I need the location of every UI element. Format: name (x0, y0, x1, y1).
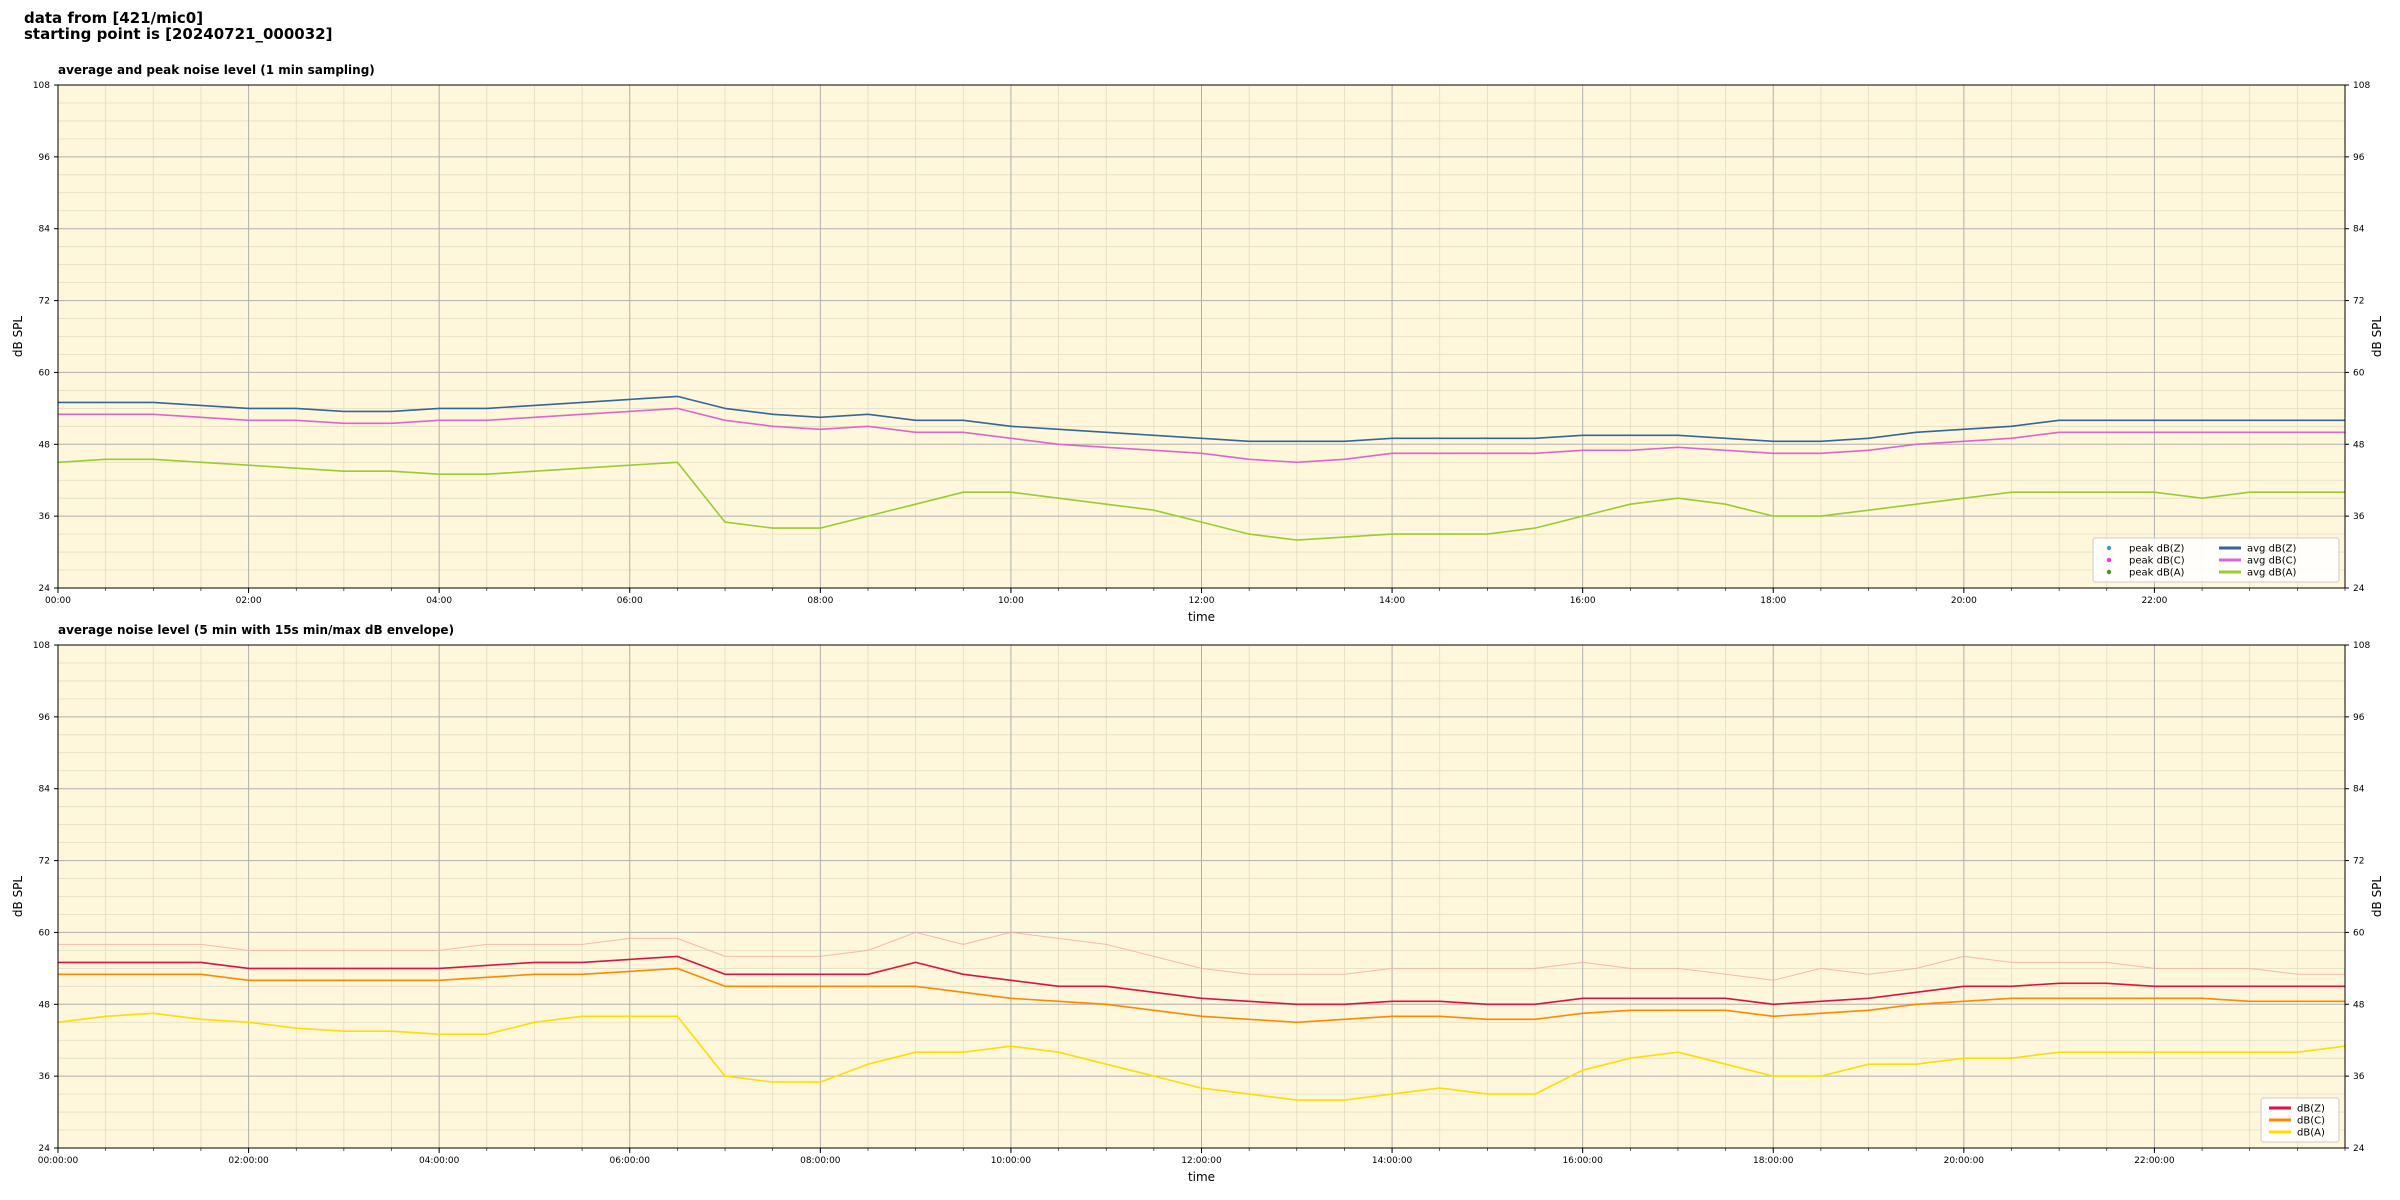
x-axis-label: time (1188, 1170, 1215, 1184)
y-tick-label: 84 (39, 785, 51, 795)
y-tick-label-right: 48 (2353, 440, 2365, 450)
y-tick-label: 108 (33, 81, 50, 91)
series-line-0 (58, 955, 2345, 1006)
legend-label: peak dB(C) (2129, 556, 2185, 567)
y-tick-label: 36 (39, 1072, 51, 1082)
legend-label: dB(Z) (2297, 1104, 2325, 1115)
series-line-1 (58, 407, 2345, 464)
y-axis-label-right: dB SPL (2370, 316, 2384, 358)
x-tick-label: 12:00 (1189, 596, 1215, 606)
y-tick-label-right: 108 (2353, 81, 2370, 91)
x-tick-label: 02:00 (236, 596, 262, 606)
y-axis-label-right: dB SPL (2370, 876, 2384, 918)
x-tick-label: 20:00:00 (1944, 1156, 1985, 1166)
x-tick-label: 08:00:00 (800, 1156, 841, 1166)
legend-label: peak dB(Z) (2129, 544, 2185, 555)
y-tick-label: 72 (39, 857, 50, 867)
legend-marker (2106, 545, 2112, 551)
x-tick-label: 06:00 (617, 596, 643, 606)
y-tick-label-right: 60 (2353, 928, 2365, 938)
y-axis-label: dB SPL (11, 316, 25, 358)
chart-average-and-peak: average and peak noise level (1 min samp… (11, 63, 2384, 624)
y-tick-label-right: 48 (2353, 1000, 2365, 1010)
legend-marker (2106, 557, 2112, 563)
y-tick-label-right: 84 (2353, 785, 2365, 795)
y-tick-label-right: 36 (2353, 512, 2365, 522)
legend-label: avg dB(C) (2247, 556, 2297, 567)
series-line-2 (57, 1012, 2346, 1101)
legend-label: dB(A) (2297, 1128, 2325, 1139)
y-tick-label: 48 (39, 440, 51, 450)
y-tick-label-right: 108 (2353, 641, 2370, 651)
x-tick-label: 10:00:00 (991, 1156, 1032, 1166)
y-tick-label: 72 (39, 297, 50, 307)
y-tick-label: 96 (39, 713, 51, 723)
x-tick-label: 10:00 (998, 596, 1024, 606)
series-line-2 (57, 458, 2345, 541)
x-tick-label: 22:00 (2141, 596, 2167, 606)
x-tick-label: 02:00:00 (228, 1156, 269, 1166)
starting-point-text: starting point is [20240721_000032] (24, 25, 333, 43)
legend-box (2092, 537, 2340, 583)
y-tick-label: 96 (39, 153, 51, 163)
x-tick-label: 12:00:00 (1181, 1156, 1222, 1166)
series-line-1 (58, 967, 2345, 1024)
y-tick-label-right: 24 (2353, 1144, 2365, 1154)
x-tick-label: 06:00:00 (610, 1156, 651, 1166)
legend-label: avg dB(Z) (2247, 544, 2297, 555)
y-tick-label-right: 84 (2353, 225, 2365, 235)
x-tick-label: 22:00:00 (2134, 1156, 2175, 1166)
series-line-0 (58, 395, 2345, 443)
y-tick-label-right: 72 (2353, 297, 2364, 307)
x-tick-label: 00:00:00 (38, 1156, 79, 1166)
y-tick-label: 24 (39, 584, 51, 594)
x-axis-label: time (1188, 610, 1215, 624)
legend-label: peak dB(A) (2129, 568, 2185, 579)
x-tick-label: 14:00 (1379, 596, 1405, 606)
plot-title: average and peak noise level (1 min samp… (58, 63, 375, 77)
y-tick-label: 48 (39, 1000, 51, 1010)
x-tick-label: 16:00:00 (1562, 1156, 1603, 1166)
x-tick-label: 18:00:00 (1753, 1156, 1794, 1166)
plot-title: average noise level (5 min with 15s min/… (58, 623, 454, 637)
x-tick-label: 16:00 (1570, 596, 1596, 606)
report-header: data from [421/mic0] starting point is [… (24, 10, 332, 42)
y-tick-label: 84 (39, 225, 51, 235)
y-tick-label: 108 (33, 641, 50, 651)
y-tick-label-right: 24 (2353, 584, 2365, 594)
legend-label: dB(C) (2297, 1116, 2325, 1127)
y-tick-label-right: 96 (2353, 153, 2365, 163)
x-tick-label: 00:00 (45, 596, 71, 606)
y-tick-label: 36 (39, 512, 51, 522)
legend-label: avg dB(A) (2247, 568, 2297, 579)
x-tick-label: 04:00 (426, 596, 452, 606)
x-tick-label: 14:00:00 (1372, 1156, 1413, 1166)
y-tick-label-right: 72 (2353, 857, 2364, 867)
y-tick-label: 60 (39, 928, 51, 938)
x-tick-label: 18:00 (1760, 596, 1786, 606)
x-tick-label: 04:00:00 (419, 1156, 460, 1166)
x-tick-label: 08:00 (807, 596, 833, 606)
chart-average-envelope: average noise level (5 min with 15s min/… (11, 623, 2384, 1184)
y-tick-label-right: 96 (2353, 713, 2365, 723)
y-tick-label: 60 (39, 368, 51, 378)
y-axis-label: dB SPL (11, 876, 25, 918)
x-tick-label: 20:00 (1951, 596, 1977, 606)
y-tick-label-right: 60 (2353, 368, 2365, 378)
y-tick-label-right: 36 (2353, 1072, 2365, 1082)
data-source-text: data from [421/mic0] (24, 9, 204, 27)
legend-marker (2106, 569, 2112, 575)
series-line-3 (58, 931, 2345, 981)
y-tick-label: 24 (39, 1144, 51, 1154)
